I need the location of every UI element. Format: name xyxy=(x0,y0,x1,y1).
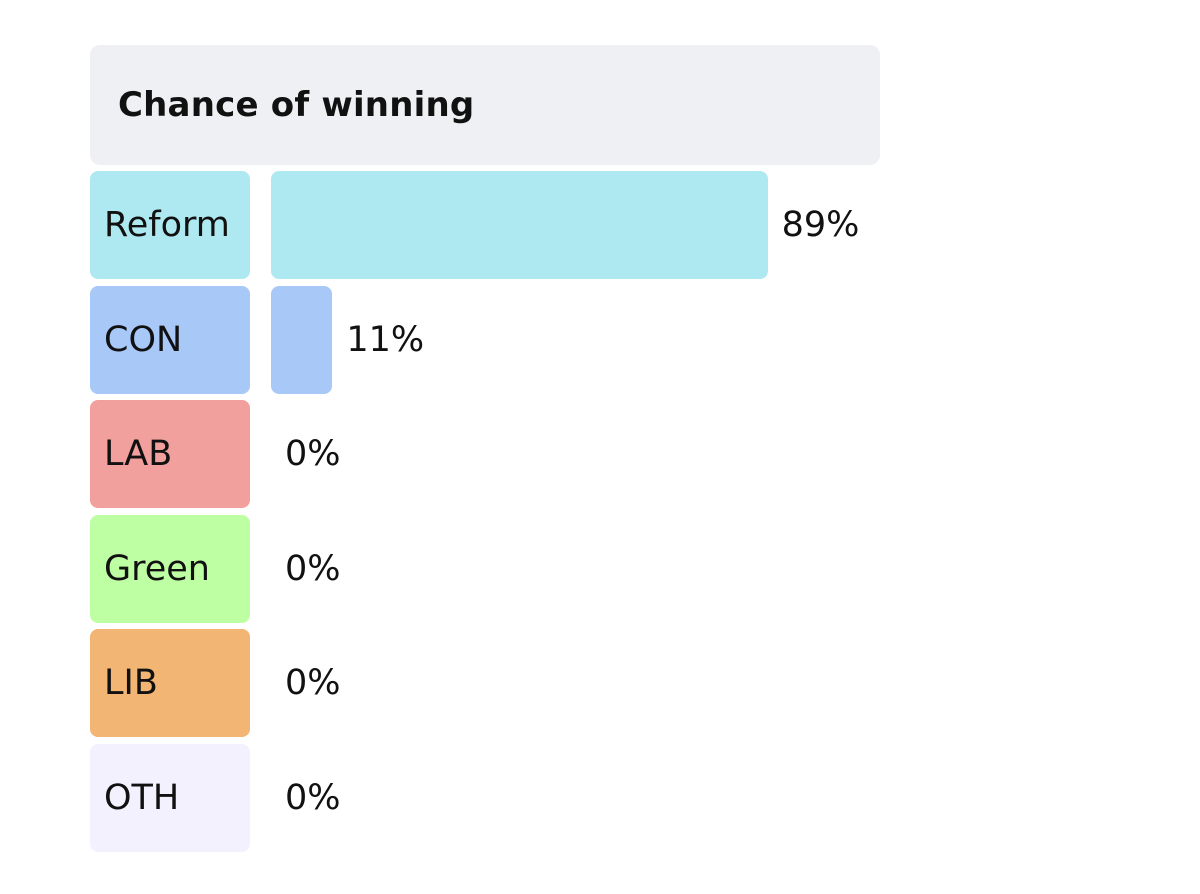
category-label: LAB xyxy=(90,400,250,508)
value-label: 0% xyxy=(285,434,341,474)
category-label: Reform xyxy=(90,171,250,279)
value-label: 0% xyxy=(285,548,341,589)
value-label: 89% xyxy=(781,205,860,245)
category-label: OTH xyxy=(90,743,250,852)
value-label: 11% xyxy=(346,319,425,360)
bar xyxy=(271,285,333,394)
category-label: LIB xyxy=(90,629,250,737)
chart-title: Chance of winning xyxy=(118,85,475,125)
chart-title-panel: Chance of winning xyxy=(90,45,880,165)
bar xyxy=(271,171,768,279)
value-label: 0% xyxy=(285,777,341,818)
value-label: 0% xyxy=(285,663,341,703)
category-label: Green xyxy=(90,514,250,623)
category-label: CON xyxy=(90,285,250,394)
